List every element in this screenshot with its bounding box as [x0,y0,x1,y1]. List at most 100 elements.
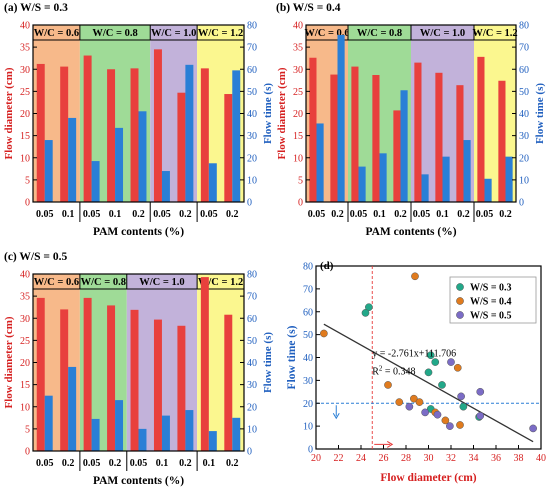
right-arrow-head [386,440,394,448]
group-label: W/C = 0.6 [304,28,349,39]
flow-time-bar [185,64,194,202]
legend-marker [456,283,464,291]
scatter-point [395,398,404,406]
right-tick-label: 70 [247,292,257,303]
scatter-point [426,351,435,360]
x-tick-label: 32 [446,453,456,464]
flow-time-bar [68,117,77,202]
scatter-point [424,368,433,377]
x-tick-label: 26 [379,453,389,464]
category-label: 0.2 [62,458,75,469]
category-label: 0.2 [457,209,470,220]
flow-diameter-bar [107,305,116,451]
right-tick-label: 0 [247,447,252,458]
right-tick-label: 0 [519,198,524,209]
left-tick-label: 5 [25,175,30,186]
left-tick-label: 10 [20,153,30,164]
flow-time-bar [316,123,324,202]
right-tick-label: 10 [247,424,257,435]
left-axis-title: Flow diameter (cm) [276,67,288,159]
category-label: 0.05 [200,209,218,220]
y-tick-label: 60 [303,307,313,318]
right-tick-label: 30 [519,131,529,142]
legend-box [449,276,537,324]
scatter-point [441,416,450,425]
left-tick-label: 30 [20,314,30,325]
right-tick-label: 70 [519,43,529,54]
flow-time-bar [208,163,217,202]
scatter-point [438,381,446,389]
flow-time-bar [400,90,408,202]
category-label: 0.05 [413,209,431,220]
legend-label: W/S = 0.5 [470,311,512,322]
category-label: 0.2 [331,209,344,220]
group-label: W/C = 0.8 [357,28,402,39]
category-label: 0.05 [308,209,326,220]
flow-diameter-bar [309,57,317,203]
right-tick-label: 20 [519,153,529,164]
group-label: W/C = 1.0 [151,28,196,39]
scatter-point [456,421,464,429]
panel-title: (c) W/S = 0.5 [4,251,67,263]
left-tick-label: 0 [298,198,303,209]
flow-diameter-bar [83,297,92,451]
flow-diameter-bar [107,69,116,202]
left-axis-title: Flow diameter (cm) [3,67,15,159]
flow-time-bar [337,34,345,202]
y-tick-label: 70 [303,284,313,295]
scatter-point [410,394,418,403]
flow-time-bar [115,127,124,202]
panel-title: (d) [320,260,334,272]
right-tick-label: 20 [247,402,257,413]
right-axis-title: Flow time (s) [262,83,274,144]
left-tick-label: 10 [20,402,30,413]
flow-time-bar [185,410,194,451]
group-label: W/C = 1.2 [198,28,243,39]
right-tick-label: 10 [247,175,257,186]
x-tick-label: 30 [424,453,434,464]
category-label: 0.05 [153,209,171,220]
flow-diameter-bar [36,297,45,451]
flow-time-bar [484,178,492,202]
flow-diameter-bar [153,49,162,203]
x-tick-label: 38 [514,453,524,464]
flow-diameter-bar [351,66,359,202]
flow-time-bar [44,140,53,202]
category-label: 0.1 [203,458,216,469]
bar-panel-c: W/C = 0.6 0.05 0.2 W/C = 0.8 0.05 0.2 W/C = 1.… [3,251,274,487]
category-label: 0.1 [436,209,449,220]
bar-panel-b: W/C = 0.6 0.05 0.2 W/C = 0.8 0.05 0.1 0.2 W/C =… [276,2,546,238]
legend-label: W/S = 0.3 [470,283,512,294]
legend-label: W/S = 0.4 [470,297,512,308]
x-axis-title: PAM contents (%) [93,226,184,238]
scatter-point [459,402,468,411]
category-label: 0.2 [179,458,192,469]
flow-time-bar [44,395,53,451]
scatter-point [431,358,440,366]
right-tick-label: 40 [247,109,257,120]
left-tick-label: 25 [293,87,303,98]
group-label: W/C = 1.2 [198,277,243,288]
flow-diameter-bar [83,55,92,202]
flow-diameter-bar [393,110,401,202]
category-label: 0.2 [132,209,145,220]
right-tick-label: 0 [247,198,252,209]
scatter-point [320,329,328,338]
left-tick-label: 40 [20,21,30,32]
right-tick-label: 80 [247,21,257,32]
legend-marker [456,297,464,305]
left-tick-label: 20 [20,358,30,369]
x-tick-label: 28 [401,453,411,464]
right-tick-label: 70 [247,43,257,54]
flow-diameter-bar [130,309,139,451]
category-label: 0.2 [226,458,239,469]
left-tick-label: 15 [20,131,30,142]
left-tick-label: 15 [293,131,303,142]
y-tick-label: 20 [303,399,313,410]
group-label: W/C = 0.8 [81,277,126,288]
regression-line [323,323,534,443]
left-tick-label: 30 [293,65,303,76]
left-axis-title: Flow diameter (cm) [3,316,15,408]
left-tick-label: 40 [293,21,303,32]
scatter-point [476,387,485,396]
